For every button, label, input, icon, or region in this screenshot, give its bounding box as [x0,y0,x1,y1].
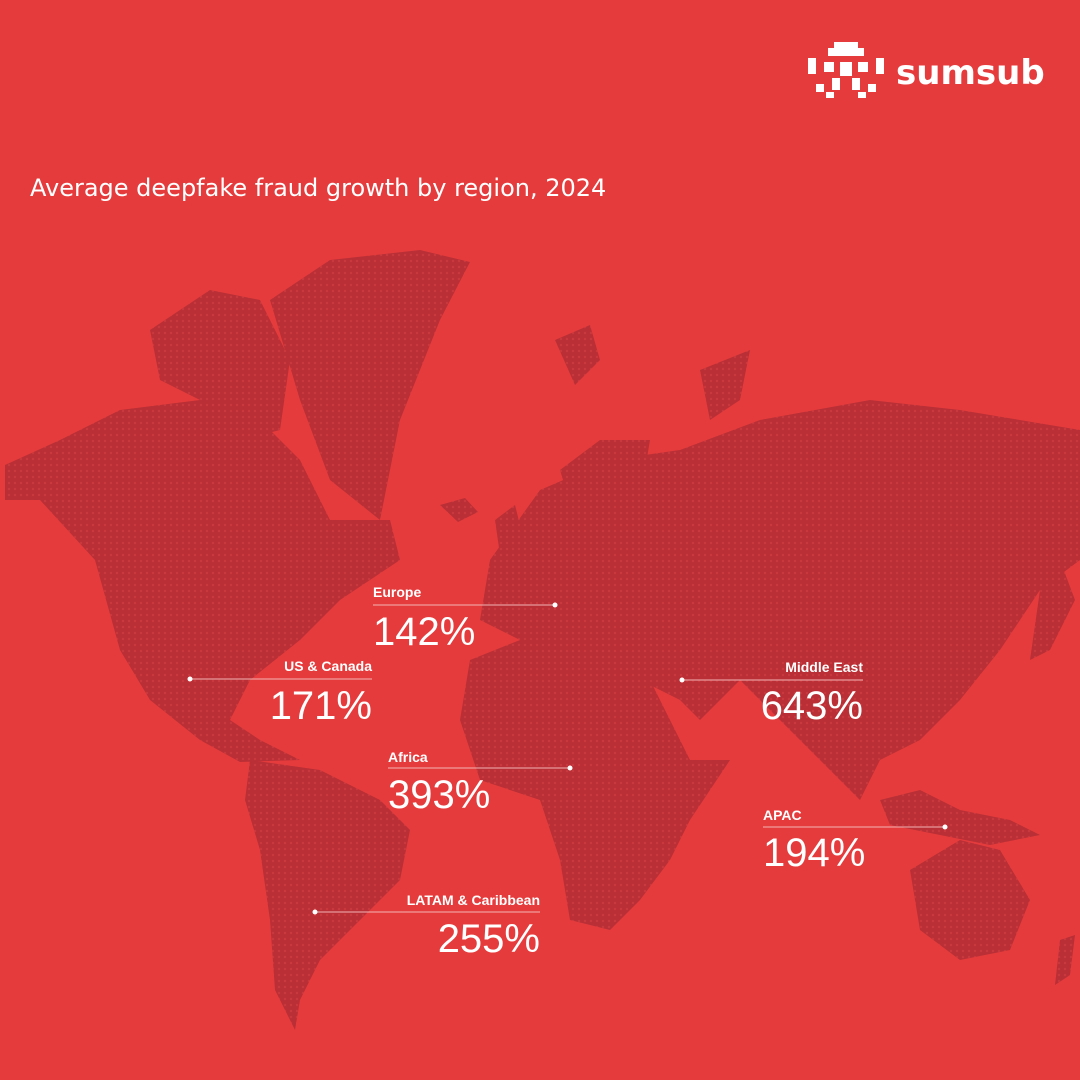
japan [1030,560,1075,660]
australia [910,840,1030,960]
scandinavia [560,440,650,530]
region-name: US & Canada [284,658,372,674]
leader-dot [312,909,318,915]
logo: sumsub [808,42,1045,98]
world-map [5,250,1080,1030]
uk [495,505,525,555]
region-value: 393% [388,773,490,817]
title: Average deepfake fraud growth by region,… [30,174,606,202]
region-value: 171% [270,684,372,728]
region-value: 255% [438,917,540,961]
north-america [5,395,400,762]
leader-dot [942,824,948,830]
leader-dot [187,676,193,682]
new-zealand [1055,935,1075,985]
indonesia [880,790,1040,845]
region-name: Middle East [785,659,863,675]
iceland [440,498,478,522]
leader-dot [567,765,573,771]
region-value: 142% [373,610,475,654]
leader-dot [679,677,685,683]
region-name: LATAM & Caribbean [407,892,540,908]
region-value: 643% [761,684,863,728]
region-name: Europe [373,584,421,600]
region-name: Africa [388,749,428,765]
south-america [245,760,410,1030]
arctic-islands [150,290,290,440]
novaya-zemlya [700,350,750,420]
africa [460,640,730,930]
leader-dot [552,602,558,608]
brand: sumsub [896,53,1045,93]
svalbard [555,325,600,385]
region-value: 194% [763,831,865,875]
region-name: APAC [763,807,802,823]
greenland [270,250,470,520]
region-labels: Europe 142%US & Canada 171% Middle East 643%… [187,584,948,961]
